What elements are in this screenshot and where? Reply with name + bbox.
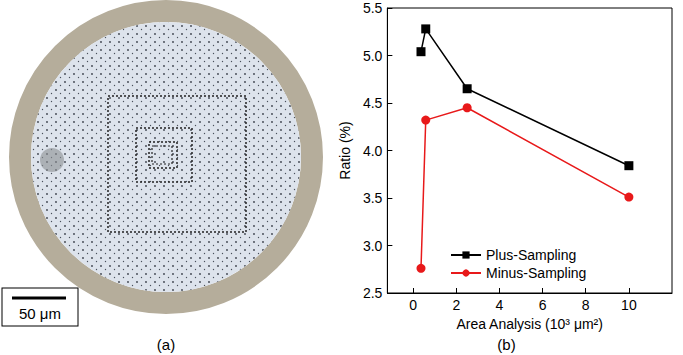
svg-text:4: 4 (496, 297, 504, 313)
svg-text:0: 0 (409, 297, 417, 313)
svg-text:3.0: 3.0 (363, 238, 383, 254)
svg-text:4.0: 4.0 (363, 143, 383, 159)
svg-text:10: 10 (621, 297, 637, 313)
svg-text:Minus-Sampling: Minus-Sampling (486, 265, 586, 281)
svg-text:(b): (b) (497, 336, 515, 353)
svg-text:Plus-Sampling: Plus-Sampling (486, 247, 576, 263)
svg-text:8: 8 (582, 297, 590, 313)
svg-text:2.5: 2.5 (363, 285, 383, 301)
svg-text:4.5: 4.5 (363, 95, 383, 111)
svg-text:Area Analysis (10³ μm²): Area Analysis (10³ μm²) (456, 316, 603, 332)
svg-text:(a): (a) (157, 336, 175, 353)
svg-text:6: 6 (539, 297, 547, 313)
svg-text:5.5: 5.5 (363, 0, 383, 16)
svg-text:5.0: 5.0 (363, 48, 383, 64)
svg-text:3.5: 3.5 (363, 190, 383, 206)
svg-text:Ratio (%): Ratio (%) (337, 121, 353, 179)
svg-text:50 μm: 50 μm (19, 305, 61, 322)
svg-text:2: 2 (452, 297, 460, 313)
